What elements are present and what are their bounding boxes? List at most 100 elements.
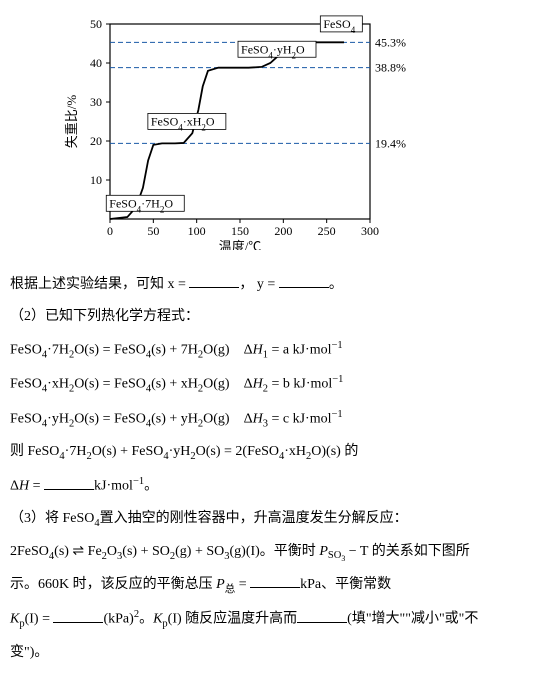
line-6: 2FeSO4(s) ⇌ Fe2O3(s) + SO2(g) + SO3(g)(I… — [10, 538, 545, 568]
t: K — [153, 612, 162, 627]
t: ·yH — [47, 412, 69, 427]
t: O(s) + FeSO — [92, 444, 164, 459]
t: FeSO — [10, 412, 42, 427]
s: −1 — [332, 374, 343, 385]
t: 2FeSO — [10, 544, 49, 559]
svg-text:250: 250 — [318, 224, 336, 238]
t: 则 FeSO — [10, 444, 59, 459]
t: O(g) Δ — [203, 343, 252, 358]
t: K — [10, 612, 19, 627]
t: O(s) = FeSO — [74, 343, 146, 358]
t: ·xH — [284, 444, 306, 459]
line-7: 示。660K 时，该反应的平衡总压 P总 = kPa、平衡常数 — [10, 571, 545, 600]
t: 变")。 — [10, 645, 48, 660]
eq-1: FeSO4·7H2O(s) = FeSO4(s) + 7H2O(g) ΔH1 =… — [10, 335, 545, 365]
t: (s) + yH — [151, 412, 198, 427]
t: − T 的关系如下图所 — [345, 544, 469, 559]
s: SO3 — [328, 550, 345, 561]
blank-x — [189, 273, 239, 288]
t: (I) = — [25, 612, 54, 627]
svg-text:失重比/%: 失重比/% — [64, 95, 79, 149]
t: （2）已知下列热化学方程式： — [10, 309, 199, 324]
t: = — [235, 577, 250, 592]
svg-text:150: 150 — [231, 224, 249, 238]
line-9: 变")。 — [10, 639, 545, 667]
t: O — [107, 544, 117, 559]
t: P — [216, 577, 225, 592]
svg-text:温度/℃: 温度/℃ — [219, 239, 262, 250]
t: (s) + xH — [151, 377, 198, 392]
t: 根据上述实验结果，可知 x = — [10, 277, 189, 292]
t: Δ — [10, 479, 19, 494]
t: (s) + SO — [122, 544, 170, 559]
weight-loss-chart: 0 50 100 150 200 250 300 10 20 30 40 50 温度/℃ 失重比/% 45.… — [60, 10, 545, 261]
t: = a kJ·mol — [268, 343, 332, 358]
t: O(s) = 2(FeSO — [196, 444, 279, 459]
t: (g)(I)。平衡时 — [230, 544, 320, 559]
t: ·xH — [47, 377, 69, 392]
s: −1 — [331, 340, 342, 351]
t: 。 — [329, 277, 343, 292]
eq-3: FeSO4·yH2O(s) = FeSO4(s) + yH2O(g) ΔH3 =… — [10, 404, 545, 434]
t: (s) + 7H — [151, 343, 198, 358]
svg-text:100: 100 — [188, 224, 206, 238]
svg-text:38.8%: 38.8% — [375, 61, 406, 75]
line-5: （3）将 FeSO4置入抽空的刚性容器中，升高温度发生分解反应： — [10, 505, 545, 534]
t: kPa、平衡常数 — [300, 577, 391, 592]
blank-dh — [44, 475, 94, 490]
svg-text:50: 50 — [147, 224, 159, 238]
line-3: 则 FeSO4·7H2O(s) + FeSO4·yH2O(s) = 2(FeSO… — [10, 438, 545, 467]
line-8: Kp(I) = (kPa)2。Kp(I) 随反应温度升高而(填"增大""减小"或… — [10, 604, 545, 634]
t: ·7H — [65, 444, 87, 459]
svg-text:19.4%: 19.4% — [375, 136, 406, 150]
t: H — [253, 377, 263, 392]
t: (填"增大""减小"或"不 — [347, 612, 478, 627]
t: (s) ⇌ Fe — [54, 544, 102, 559]
t: O(g) Δ — [203, 412, 252, 427]
t: O(g) Δ — [203, 377, 252, 392]
t: H — [253, 412, 263, 427]
s: −1 — [331, 409, 342, 420]
t: ·yH — [169, 444, 191, 459]
svg-text:30: 30 — [90, 95, 102, 109]
eq-2: FeSO4·xH2O(s) = FeSO4(s) + xH2O(g) ΔH2 =… — [10, 369, 545, 399]
blank-trend — [297, 608, 347, 623]
t: FeSO — [10, 343, 42, 358]
svg-text:45.3%: 45.3% — [375, 35, 406, 49]
svg-text:300: 300 — [361, 224, 379, 238]
t: H — [253, 343, 263, 358]
blank-kp — [53, 608, 103, 623]
t: = c kJ·mol — [268, 412, 332, 427]
line-2: （2）已知下列热化学方程式： — [10, 303, 545, 331]
t: 示。660K 时，该反应的平衡总压 — [10, 577, 216, 592]
t: 。 — [144, 479, 158, 494]
line-4: ΔH = kJ·mol−1。 — [10, 471, 545, 501]
svg-text:0: 0 — [107, 224, 113, 238]
t: (kPa) — [103, 612, 133, 627]
blank-y — [279, 273, 329, 288]
question-body: 根据上述实验结果，可知 x = ， y = 。 （2）已知下列热化学方程式： F… — [10, 271, 545, 667]
t: 置入抽空的刚性容器中，升高温度发生分解反应： — [100, 511, 408, 526]
svg-text:40: 40 — [90, 56, 102, 70]
t: ·7H — [47, 343, 69, 358]
t: = — [29, 479, 44, 494]
svg-text:50: 50 — [90, 17, 102, 31]
t: O)(s) 的 — [311, 444, 358, 459]
t: = b kJ·mol — [268, 377, 332, 392]
t: ， y = — [239, 277, 278, 292]
s: −1 — [133, 476, 144, 487]
t: P — [319, 544, 328, 559]
chart-svg: 0 50 100 150 200 250 300 10 20 30 40 50 温度/℃ 失重比/% 45.… — [60, 10, 410, 250]
t: 。 — [139, 612, 153, 627]
svg-text:20: 20 — [90, 134, 102, 148]
s: 总 — [225, 584, 236, 595]
t: (I) 随反应温度升高而 — [168, 612, 298, 627]
blank-p — [250, 573, 300, 588]
t: (g) + SO — [175, 544, 224, 559]
t: O(s) = FeSO — [74, 412, 146, 427]
line-1: 根据上述实验结果，可知 x = ， y = 。 — [10, 271, 545, 299]
t: （3）将 FeSO — [10, 511, 94, 526]
svg-text:10: 10 — [90, 173, 102, 187]
svg-text:200: 200 — [274, 224, 292, 238]
t: kJ·mol — [94, 479, 133, 494]
